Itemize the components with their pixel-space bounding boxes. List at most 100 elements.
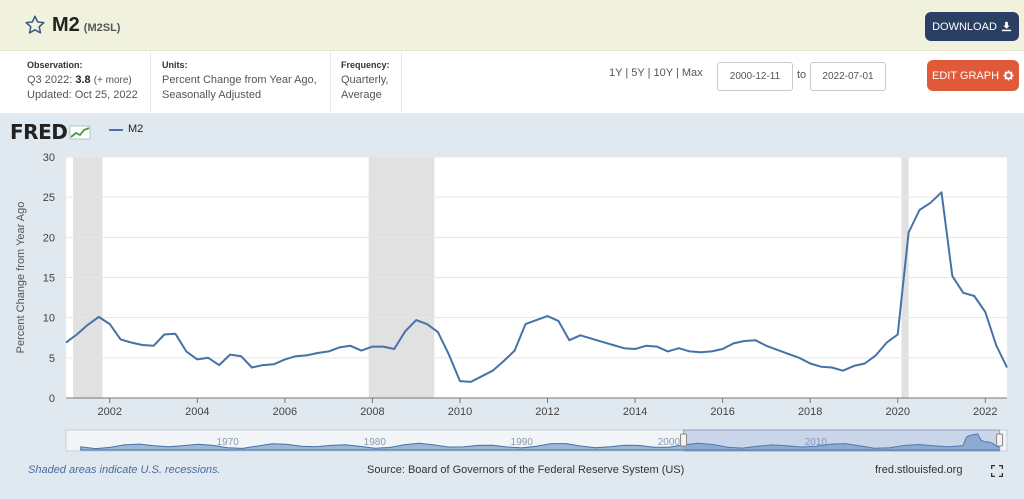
x-tick-label: 2022	[973, 406, 997, 418]
data-point	[631, 345, 639, 353]
range-1y[interactable]: 1Y	[609, 67, 623, 79]
end-date-input[interactable]: 2022-07-01	[810, 62, 886, 91]
data-point	[226, 351, 234, 359]
x-tick-label: 2020	[885, 406, 909, 418]
navigator-tick-label: 1980	[364, 437, 387, 448]
fullscreen-icon[interactable]	[991, 465, 1003, 477]
site-link[interactable]: fred.stlouisfed.org	[875, 464, 963, 476]
data-point	[948, 272, 956, 280]
range-5y[interactable]: 5Y	[631, 67, 645, 79]
data-point	[368, 343, 376, 351]
data-point	[456, 377, 464, 385]
frequency-label: Frequency:	[341, 60, 390, 70]
data-point	[193, 355, 201, 363]
download-button[interactable]: DOWNLOAD	[925, 12, 1019, 41]
data-point	[817, 363, 825, 371]
y-tick-label: 5	[49, 353, 55, 365]
range-separator: |	[675, 67, 679, 79]
data-point	[1003, 363, 1011, 371]
navigator-handle[interactable]	[680, 433, 688, 447]
data-point	[872, 351, 880, 359]
x-tick-label: 2006	[273, 406, 297, 418]
download-label: DOWNLOAD	[932, 20, 997, 33]
legend-label: M2	[128, 123, 144, 135]
data-point	[106, 320, 114, 328]
navigator-handle[interactable]	[996, 433, 1004, 447]
navigator-selection	[683, 429, 1001, 452]
meta-divider	[330, 52, 331, 112]
y-tick-label: 0	[49, 393, 55, 405]
frequency-line-2: Average	[341, 89, 382, 101]
range-max[interactable]: Max	[681, 67, 703, 79]
edit-graph-button[interactable]: EDIT GRAPH	[927, 60, 1019, 91]
data-point	[62, 339, 70, 347]
data-point	[412, 316, 420, 324]
data-point	[357, 347, 365, 355]
units-label: Units:	[162, 60, 188, 70]
x-tick-label: 2018	[798, 406, 822, 418]
data-point	[883, 339, 891, 347]
series-title-bar	[0, 0, 1024, 51]
data-point	[325, 347, 333, 355]
recession-note: Shaded areas indicate U.S. recessions.	[28, 464, 221, 476]
data-point	[664, 347, 672, 355]
series-title: M2 (M2SL)	[52, 14, 120, 37]
x-tick-label: 2010	[448, 406, 472, 418]
data-point	[719, 345, 727, 353]
observation-period: Q3 2022:	[27, 74, 73, 86]
start-date-input[interactable]: 2000-12-11	[717, 62, 793, 91]
data-point	[521, 320, 529, 328]
data-point	[992, 341, 1000, 349]
data-point	[806, 359, 814, 367]
data-point	[182, 347, 190, 355]
data-point	[500, 357, 508, 365]
data-point	[784, 350, 792, 358]
observation-more-link[interactable]: (+ more)	[93, 75, 132, 86]
range-selector: 1Y | 5Y | 10Y | Max	[609, 67, 703, 79]
data-point	[346, 342, 354, 350]
data-point	[335, 343, 343, 351]
range-10y[interactable]: 10Y	[653, 67, 673, 79]
y-axis-label: Percent Change from Year Ago	[15, 202, 27, 354]
data-point	[697, 348, 705, 356]
data-point	[598, 338, 606, 346]
gear-icon	[1003, 70, 1014, 81]
x-tick-label: 2002	[98, 406, 122, 418]
data-point	[127, 339, 135, 347]
data-point	[544, 312, 552, 320]
x-tick-label: 2008	[360, 406, 384, 418]
data-point	[609, 341, 617, 349]
units-line-1: Percent Change from Year Ago,	[162, 74, 317, 86]
units-line-2: Seasonally Adjusted	[162, 89, 262, 101]
data-point	[850, 362, 858, 370]
data-point	[379, 343, 387, 351]
y-tick-label: 30	[43, 152, 55, 164]
fred-logo-text: FRED	[10, 120, 68, 144]
data-point	[533, 316, 541, 324]
data-point	[839, 367, 847, 375]
y-tick-label: 20	[43, 232, 55, 244]
legend-swatch	[109, 129, 123, 131]
data-point	[303, 351, 311, 359]
range-separator: |	[647, 67, 651, 79]
data-point	[828, 363, 836, 371]
data-point	[795, 354, 803, 362]
data-point	[401, 327, 409, 335]
data-point	[653, 343, 661, 351]
data-point	[478, 372, 486, 380]
data-point	[281, 355, 289, 363]
data-point	[160, 331, 168, 339]
data-point	[894, 331, 902, 339]
data-point	[916, 206, 924, 214]
fred-logo-chart-icon	[69, 125, 91, 140]
download-icon	[1001, 21, 1011, 32]
data-point	[73, 331, 81, 339]
y-tick-label: 25	[43, 192, 55, 204]
star-icon[interactable]	[24, 14, 46, 36]
meta-divider	[150, 52, 151, 112]
navigator-tick-label: 1990	[511, 437, 534, 448]
data-point	[959, 289, 967, 297]
data-point	[237, 352, 245, 360]
observation-value: 3.8	[75, 74, 91, 86]
